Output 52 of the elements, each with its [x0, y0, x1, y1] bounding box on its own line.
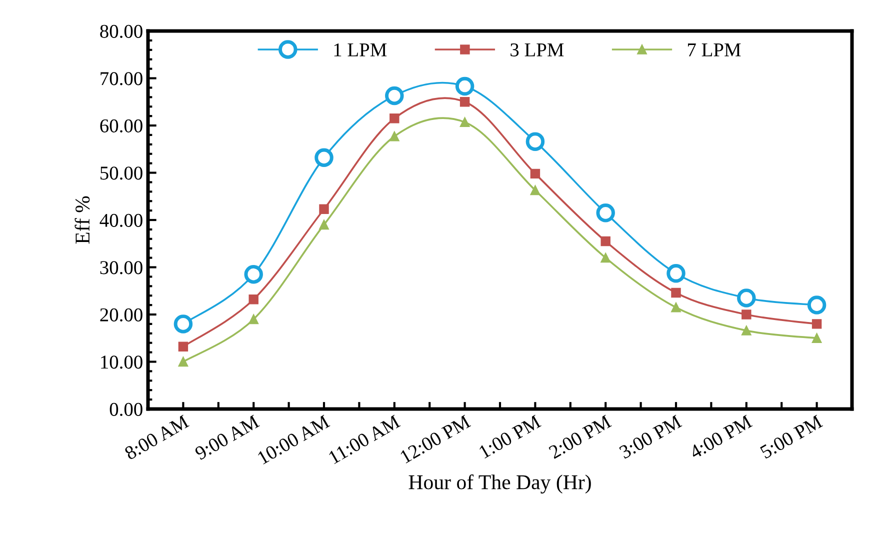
- point: [666, 264, 686, 283]
- point: [390, 114, 400, 124]
- point: [319, 204, 329, 214]
- y-tick-label: 20.00: [100, 308, 142, 322]
- point: [671, 302, 681, 312]
- point: [812, 319, 822, 329]
- x-tick-label: 12:00 PM: [400, 414, 472, 464]
- x-axis-title: Hour of The Day (Hr): [408, 474, 591, 494]
- y-tick-label: 60.00: [100, 119, 142, 133]
- point: [737, 288, 756, 308]
- point: [600, 236, 610, 246]
- point: [248, 314, 258, 324]
- point: [174, 314, 193, 334]
- point: [742, 310, 752, 320]
- y-tick-label: 0.00: [110, 402, 142, 416]
- point: [530, 185, 540, 196]
- y-tick-label: 80.00: [100, 24, 142, 38]
- y-tick-label: 10.00: [101, 356, 142, 369]
- y-tick-label: 50.00: [100, 166, 142, 180]
- legend-label: 1 LPM: [334, 43, 387, 56]
- legend-label: 7 LPM: [688, 44, 741, 56]
- point: [807, 296, 826, 314]
- point: [600, 252, 610, 263]
- x-tick-label: 1:00 PM: [478, 414, 542, 459]
- point: [244, 264, 263, 284]
- point: [390, 132, 400, 142]
- y-tick-label: 40.00: [100, 214, 142, 228]
- point: [671, 288, 681, 298]
- point: [314, 148, 334, 168]
- x-tick-label: 3:00 PM: [618, 414, 682, 460]
- y-axis-title: Eff %: [74, 196, 90, 244]
- point: [319, 220, 329, 230]
- point: [596, 204, 615, 222]
- x-tick-label: 11:00 AM: [328, 414, 401, 464]
- x-tick-label: 8:00 AM: [124, 414, 190, 460]
- point: [460, 117, 470, 128]
- y-tick-label: 30.00: [100, 261, 142, 274]
- point: [812, 333, 822, 343]
- point: [742, 326, 752, 336]
- point: [455, 76, 474, 96]
- point: [248, 294, 258, 304]
- x-tick-label: 4:00 PM: [688, 414, 753, 460]
- point: [178, 342, 188, 352]
- x-tick-label: 2:00 PM: [548, 414, 612, 460]
- legend-label: 3 LPM: [510, 43, 564, 56]
- y-tick-label: 70.00: [100, 72, 142, 86]
- x-tick-label: 5:00 PM: [760, 414, 824, 459]
- point: [178, 356, 188, 367]
- point: [385, 86, 404, 106]
- point: [530, 168, 540, 179]
- point: [526, 132, 545, 151]
- point: [460, 97, 470, 107]
